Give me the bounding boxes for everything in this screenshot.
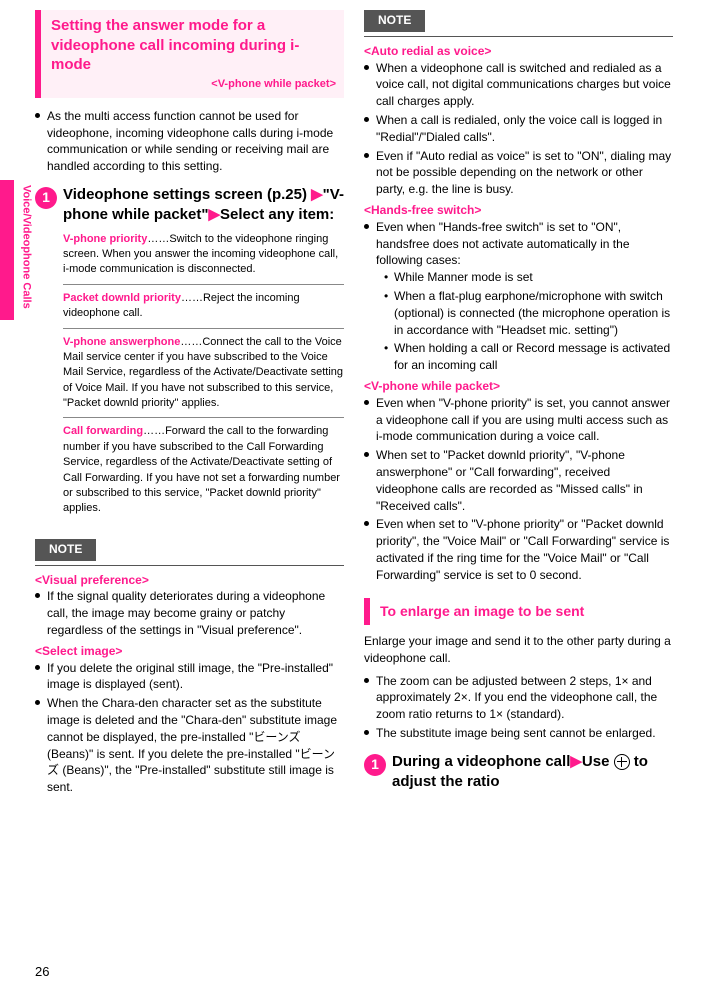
option-block-2: Packet downld priority……Reject the incom… [63, 291, 344, 329]
section-title-box: Setting the answer mode for a videophone… [35, 10, 344, 98]
note-rule-2 [364, 36, 673, 37]
option-block-1: V-phone priority……Switch to the videopho… [63, 232, 344, 285]
option-block-3: V-phone answerphone……Connect the call to… [63, 335, 344, 419]
note2-b4a: While Manner mode is set [376, 269, 673, 286]
note2-b6: When set to "Packet downld priority", "V… [364, 447, 673, 514]
note2-b1: When a videophone call is switched and r… [364, 60, 673, 110]
note2-b4c: When holding a call or Record message is… [376, 340, 673, 374]
note2-b3: Even if "Auto redial as voice" is set to… [364, 148, 673, 198]
left-column: Setting the answer mode for a videophone… [35, 10, 344, 798]
option-4-name: Call forwarding [63, 425, 143, 437]
option-2-name: Packet downld priority [63, 292, 181, 304]
note2-heading-3: <V-phone while packet> [364, 378, 673, 395]
arrow-icon: ▶ [311, 186, 323, 203]
section2-title-box: To enlarge an image to be sent [364, 598, 673, 626]
option-4-text: ……Forward the call to the forwarding num… [63, 425, 340, 514]
section2-p1: Enlarge your image and send it to the ot… [364, 633, 673, 667]
step-1: 1 Videophone settings screen (p.25) ▶"V-… [35, 185, 344, 226]
step2-badge-1: 1 [364, 754, 386, 776]
step2-1: 1 During a videophone call▶Use to adjust… [364, 752, 673, 793]
note2-heading-1: <Auto redial as voice> [364, 43, 673, 60]
dpad-icon [614, 754, 630, 770]
step2-1b: Use [582, 753, 610, 770]
note-heading-2: <Select image> [35, 643, 344, 660]
step-badge-1: 1 [35, 187, 57, 209]
note2-b4: Even when "Hands-free switch" is set to … [364, 219, 673, 374]
section2-title: To enlarge an image to be sent [380, 602, 665, 622]
option-block-4: Call forwarding……Forward the call to the… [63, 424, 344, 522]
section2-p3: The substitute image being sent cannot b… [364, 725, 673, 742]
section2-p2: The zoom can be adjusted between 2 steps… [364, 673, 673, 723]
step2-text: During a videophone call▶Use to adjust t… [392, 752, 673, 793]
note-bullet-2: If you delete the original still image, … [35, 660, 344, 694]
arrow-icon: ▶ [208, 206, 220, 223]
note-bullet-3: When the Chara-den character set as the … [35, 695, 344, 796]
side-section-label: Voice/Videophone Calls [18, 185, 33, 309]
note-heading-1: <Visual preference> [35, 572, 344, 589]
side-tab [0, 180, 14, 320]
note2-b2: When a call is redialed, only the voice … [364, 112, 673, 146]
note-label-2: NOTE [364, 10, 425, 32]
arrow-icon: ▶ [570, 753, 582, 770]
intro-bullet: As the multi access function cannot be u… [35, 108, 344, 175]
page-number: 26 [35, 963, 49, 981]
note-label: NOTE [35, 539, 96, 561]
option-3-name: V-phone answerphone [63, 336, 180, 348]
note-bullet-1: If the signal quality deteriorates durin… [35, 588, 344, 638]
note2-b4-text: Even when "Hands-free switch" is set to … [376, 220, 630, 268]
right-column: NOTE <Auto redial as voice> When a video… [364, 10, 673, 798]
note2-b5: Even when "V-phone priority" is set, you… [364, 395, 673, 445]
section-title: Setting the answer mode for a videophone… [51, 16, 336, 75]
note2-b7: Even when set to "V-phone priority" or "… [364, 516, 673, 583]
step-1a: Videophone settings screen (p.25) [63, 186, 307, 203]
note-rule [35, 565, 344, 566]
section-subtitle: <V-phone while packet> [51, 77, 336, 92]
note2-heading-2: <Hands-free switch> [364, 202, 673, 219]
step-1c: Select any item: [220, 206, 334, 223]
step2-1a: During a videophone call [392, 753, 570, 770]
note2-b4b: When a flat-plug earphone/microphone wit… [376, 288, 673, 338]
step-1-text: Videophone settings screen (p.25) ▶"V-ph… [63, 185, 344, 226]
option-1-name: V-phone priority [63, 233, 147, 245]
